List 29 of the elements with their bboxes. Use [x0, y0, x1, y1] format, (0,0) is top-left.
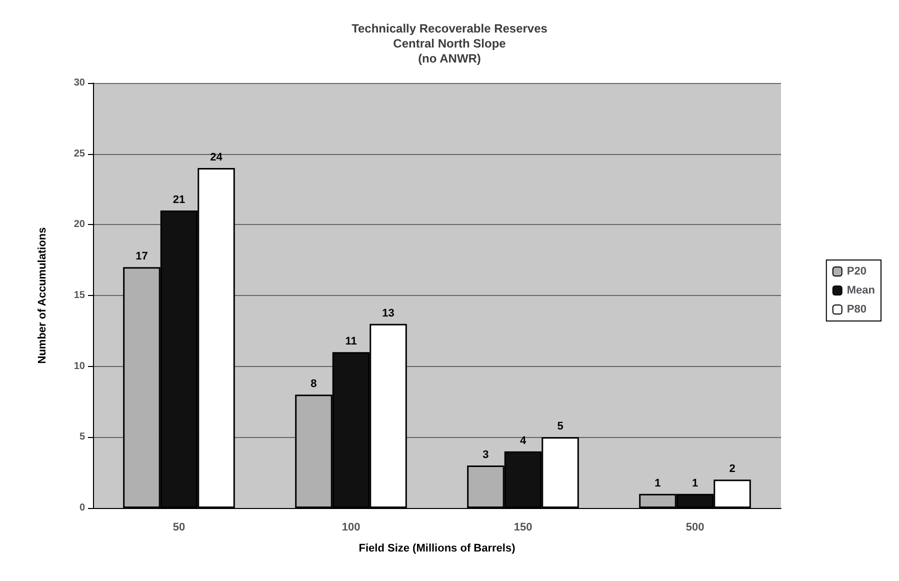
- chart-title: Technically Recoverable Reserves Central North Slope (no ANWR): [352, 22, 548, 66]
- y-tick-label: 0: [79, 502, 86, 514]
- data-label: 1: [654, 477, 661, 490]
- data-label: 21: [172, 194, 186, 206]
- y-tick-label: 15: [74, 290, 86, 301]
- y-tick-label: 10: [74, 360, 86, 372]
- data-label: 1: [692, 477, 698, 490]
- data-label: 3: [482, 449, 489, 461]
- y-tick-label: 5: [79, 432, 86, 443]
- y-tick-label: 30: [74, 78, 86, 88]
- x-tick-label: 50: [172, 522, 186, 534]
- data-label: 13: [382, 307, 394, 320]
- data-label: 8: [310, 378, 317, 390]
- x-tick-label: 500: [686, 522, 704, 534]
- data-label: 5: [557, 420, 564, 433]
- data-label: 24: [210, 152, 224, 164]
- x-axis-title: Field Size (Millions of Barrels): [358, 542, 516, 554]
- x-tick-label: 100: [342, 522, 360, 534]
- data-label: 17: [136, 250, 148, 263]
- legend-label: Mean: [846, 284, 876, 296]
- data-label: 11: [345, 336, 357, 348]
- data-label: 4: [520, 434, 527, 447]
- legend-label: P80: [846, 304, 866, 316]
- x-tick-label: 150: [514, 522, 532, 534]
- y-axis-title: Number of Accumulations: [36, 227, 48, 364]
- legend-label: P20: [846, 266, 866, 278]
- y-tick-label: 20: [74, 219, 86, 230]
- data-label: 2: [729, 463, 736, 476]
- y-tick-label: 25: [74, 148, 86, 160]
